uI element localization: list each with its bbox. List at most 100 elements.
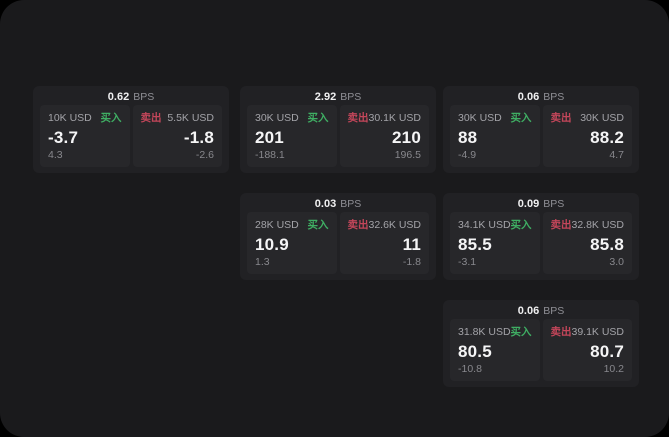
- buy-tile[interactable]: 30K USD 买入 201 -188.1: [247, 105, 337, 167]
- bps-unit: BPS: [133, 90, 155, 103]
- bps-value: 0.06: [517, 304, 540, 317]
- sell-tile-header: 卖出 32.6K USD: [348, 217, 422, 232]
- buy-tile[interactable]: 30K USD 买入 88 -4.9: [450, 105, 540, 167]
- quote-card-6: 0.06 BPS 31.8K USD 买入 80.5 -10.8 卖出 39.1…: [443, 300, 639, 387]
- quote-card-2: 2.92 BPS 30K USD 买入 201 -188.1 卖出 30.1K …: [240, 86, 436, 173]
- buy-delta: 4.3: [48, 149, 63, 161]
- sell-side-label: 卖出: [550, 219, 572, 231]
- quote-body: 34.1K USD 买入 85.5 -3.1 卖出 32.8K USD 85.8…: [450, 212, 632, 274]
- sell-tile-header: 卖出 32.8K USD: [551, 217, 625, 232]
- buy-price: -3.7: [48, 127, 79, 147]
- sell-size: 30.1K USD: [368, 111, 422, 124]
- buy-delta: 1.3: [255, 256, 270, 268]
- buy-side-label: 买入: [510, 219, 532, 231]
- sell-tile-header: 卖出 39.1K USD: [551, 324, 625, 339]
- sell-price: 80.7: [590, 341, 624, 361]
- bps-unit: BPS: [340, 90, 362, 103]
- sell-delta: 10.2: [603, 363, 624, 375]
- sell-side-label: 卖出: [140, 112, 162, 124]
- buy-size: 10K USD: [48, 111, 92, 124]
- bps-header: 0.03 BPS: [240, 193, 436, 212]
- buy-price: 88: [458, 127, 478, 147]
- quote-body: 30K USD 买入 201 -188.1 卖出 30.1K USD 210 1…: [247, 105, 429, 167]
- buy-tile-header: 10K USD 买入: [48, 110, 122, 125]
- bps-unit: BPS: [340, 197, 362, 210]
- buy-delta: -4.9: [458, 149, 477, 161]
- sell-delta: -1.8: [402, 256, 421, 268]
- buy-side-label: 买入: [510, 326, 532, 338]
- sell-size: 30K USD: [580, 111, 624, 124]
- buy-price: 201: [255, 127, 284, 147]
- sell-delta: -2.6: [195, 149, 214, 161]
- bps-value: 0.09: [517, 197, 540, 210]
- buy-side-label: 买入: [510, 112, 532, 124]
- buy-tile[interactable]: 10K USD 买入 -3.7 4.3: [40, 105, 130, 167]
- bps-value: 0.62: [107, 90, 130, 103]
- sell-tile-header: 卖出 30K USD: [551, 110, 625, 125]
- quote-card-5: 0.09 BPS 34.1K USD 买入 85.5 -3.1 卖出 32.8K…: [443, 193, 639, 280]
- buy-tile-header: 30K USD 买入: [255, 110, 329, 125]
- buy-delta: -188.1: [255, 149, 285, 161]
- sell-tile-header: 卖出 5.5K USD: [141, 110, 215, 125]
- buy-tile-header: 34.1K USD 买入: [458, 217, 532, 232]
- buy-tile[interactable]: 28K USD 买入 10.9 1.3: [247, 212, 337, 274]
- quote-body: 30K USD 买入 88 -4.9 卖出 30K USD 88.2 4.7: [450, 105, 632, 167]
- buy-side-label: 买入: [307, 219, 329, 231]
- buy-delta: -10.8: [458, 363, 482, 375]
- quote-card-4: 0.03 BPS 28K USD 买入 10.9 1.3 卖出 32.6K US…: [240, 193, 436, 280]
- bps-value: 2.92: [314, 90, 337, 103]
- sell-tile-header: 卖出 30.1K USD: [348, 110, 422, 125]
- quote-body: 28K USD 买入 10.9 1.3 卖出 32.6K USD 11 -1.8: [247, 212, 429, 274]
- buy-side-label: 买入: [100, 112, 122, 124]
- sell-side-label: 卖出: [550, 326, 572, 338]
- sell-tile[interactable]: 卖出 5.5K USD -1.8 -2.6: [132, 105, 222, 167]
- sell-side-label: 卖出: [550, 112, 572, 124]
- sell-price: -1.8: [183, 127, 214, 147]
- bps-header: 0.06 BPS: [443, 86, 639, 105]
- bps-header: 0.06 BPS: [443, 300, 639, 319]
- sell-price: 85.8: [590, 234, 624, 254]
- bps-unit: BPS: [543, 197, 565, 210]
- bps-header: 2.92 BPS: [240, 86, 436, 105]
- bps-header: 0.09 BPS: [443, 193, 639, 212]
- quote-card-3: 0.06 BPS 30K USD 买入 88 -4.9 卖出 30K USD: [443, 86, 639, 173]
- sell-size: 39.1K USD: [571, 325, 625, 338]
- buy-price: 85.5: [458, 234, 492, 254]
- buy-size: 31.8K USD: [458, 325, 511, 338]
- bps-unit: BPS: [543, 304, 565, 317]
- sell-side-label: 卖出: [347, 112, 369, 124]
- buy-tile-header: 31.8K USD 买入: [458, 324, 532, 339]
- sell-size: 5.5K USD: [167, 111, 214, 124]
- buy-delta: -3.1: [458, 256, 477, 268]
- quote-body: 10K USD 买入 -3.7 4.3 卖出 5.5K USD -1.8 -2.…: [40, 105, 222, 167]
- sell-delta: 4.7: [609, 149, 624, 161]
- sell-price: 210: [392, 127, 421, 147]
- buy-price: 80.5: [458, 341, 492, 361]
- bps-header: 0.62 BPS: [33, 86, 229, 105]
- sell-side-label: 卖出: [347, 219, 369, 231]
- quote-card-1: 0.62 BPS 10K USD 买入 -3.7 4.3 卖出 5.5K USD: [33, 86, 229, 173]
- sell-tile[interactable]: 卖出 32.8K USD 85.8 3.0: [542, 212, 632, 274]
- buy-size: 28K USD: [255, 218, 299, 231]
- sell-price: 11: [402, 234, 421, 254]
- sell-price: 88.2: [590, 127, 624, 147]
- quote-body: 31.8K USD 买入 80.5 -10.8 卖出 39.1K USD 80.…: [450, 319, 632, 381]
- buy-size: 30K USD: [458, 111, 502, 124]
- buy-side-label: 买入: [307, 112, 329, 124]
- bps-value: 0.06: [517, 90, 540, 103]
- bps-value: 0.03: [314, 197, 337, 210]
- buy-size: 30K USD: [255, 111, 299, 124]
- buy-tile[interactable]: 34.1K USD 买入 85.5 -3.1: [450, 212, 540, 274]
- sell-tile[interactable]: 卖出 32.6K USD 11 -1.8: [339, 212, 429, 274]
- buy-tile[interactable]: 31.8K USD 买入 80.5 -10.8: [450, 319, 540, 381]
- sell-tile[interactable]: 卖出 30.1K USD 210 196.5: [339, 105, 429, 167]
- bps-unit: BPS: [543, 90, 565, 103]
- sell-tile[interactable]: 卖出 39.1K USD 80.7 10.2: [542, 319, 632, 381]
- buy-tile-header: 30K USD 买入: [458, 110, 532, 125]
- buy-price: 10.9: [255, 234, 289, 254]
- sell-size: 32.6K USD: [368, 218, 422, 231]
- sell-delta: 196.5: [394, 149, 421, 161]
- sell-tile[interactable]: 卖出 30K USD 88.2 4.7: [542, 105, 632, 167]
